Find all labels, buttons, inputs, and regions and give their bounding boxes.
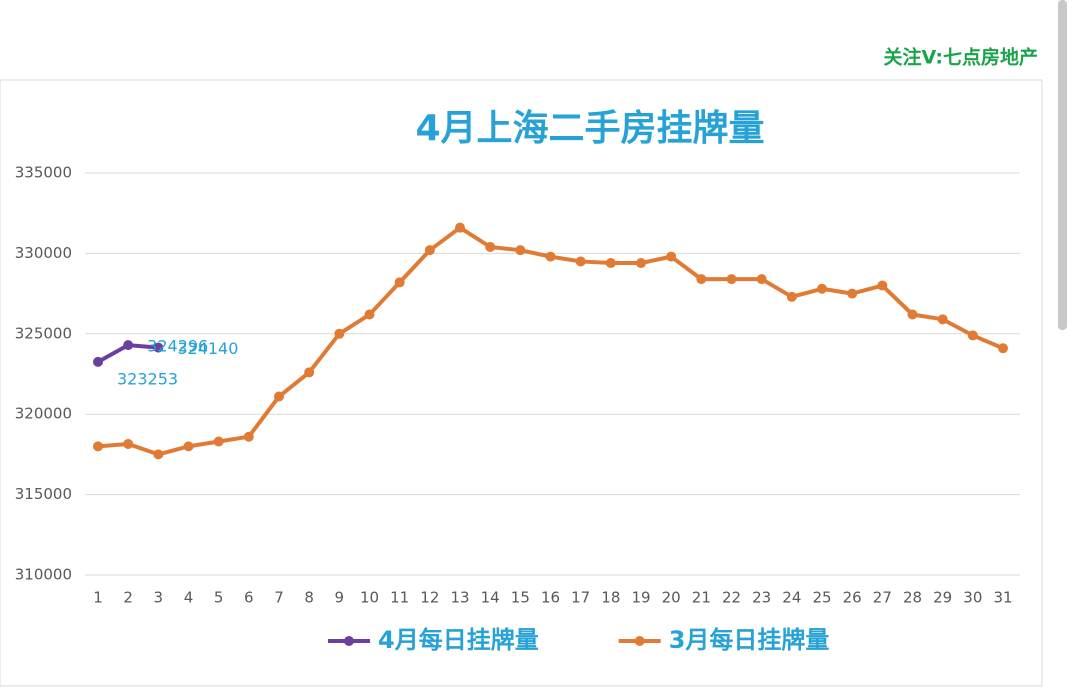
point: [666, 251, 677, 262]
x-tick-label: 29: [933, 589, 952, 607]
y-tick-label: 325000: [15, 324, 72, 342]
point: [364, 309, 375, 320]
x-tick-label: 3: [154, 589, 164, 607]
x-tick-label: 27: [873, 589, 892, 607]
x-tick-label: 24: [782, 589, 801, 607]
chart-panel: [0, 79, 1043, 687]
point: [153, 449, 164, 460]
x-tick-label: 26: [843, 589, 862, 607]
legend-marker: [344, 636, 354, 646]
x-tick-label: 2: [123, 589, 133, 607]
y-tick-label: 310000: [15, 566, 72, 584]
x-tick-label: 20: [662, 589, 681, 607]
point: [93, 441, 103, 452]
point: [213, 436, 224, 447]
point: [726, 274, 737, 285]
x-tick-label: 19: [631, 589, 650, 607]
x-tick-label: 15: [511, 589, 530, 607]
data-label: 324296: [147, 337, 208, 356]
point: [636, 258, 646, 269]
legend-marker: [634, 636, 645, 646]
legend-label: 3月每日挂牌量: [669, 626, 830, 654]
y-tick-label: 320000: [15, 405, 72, 423]
watermark: 关注V:七点房地产: [884, 46, 1038, 69]
x-tick-label: 22: [722, 589, 741, 607]
y-tick-label: 335000: [15, 164, 72, 182]
x-tick-label: 14: [481, 589, 500, 607]
point: [515, 245, 526, 256]
point: [153, 342, 164, 353]
x-tick-label: 8: [304, 589, 314, 607]
x-tick-label: 17: [571, 589, 590, 607]
point: [183, 441, 194, 452]
point: [756, 274, 767, 285]
x-tick-label: 7: [274, 589, 284, 607]
point: [455, 222, 465, 233]
x-tick-label: 10: [360, 589, 379, 607]
point: [334, 328, 345, 339]
legend-label: 4月每日挂牌量: [378, 626, 539, 654]
x-tick-label: 30: [963, 589, 982, 607]
point: [304, 367, 315, 378]
point: [998, 343, 1008, 354]
x-tick-label: 23: [752, 589, 771, 607]
scrollbar: [1058, 0, 1067, 330]
point: [605, 258, 616, 269]
point: [545, 251, 556, 262]
x-tick-label: 21: [692, 589, 711, 607]
data-label: 323253: [117, 369, 178, 388]
y-tick-label: 315000: [15, 485, 72, 503]
x-tick-label: 18: [601, 589, 620, 607]
point: [394, 277, 405, 288]
point: [696, 274, 707, 285]
x-tick-label: 12: [420, 589, 439, 607]
x-tick-label: 31: [993, 589, 1012, 607]
point: [817, 283, 827, 294]
point: [937, 314, 948, 325]
x-tick-label: 6: [244, 589, 254, 607]
point: [786, 291, 797, 302]
y-tick-label: 330000: [15, 244, 72, 262]
point: [485, 241, 496, 252]
x-tick-label: 28: [903, 589, 922, 607]
point: [424, 245, 435, 256]
point: [123, 340, 134, 351]
x-tick-label: 16: [541, 589, 560, 607]
point: [243, 431, 254, 442]
chart-title: 4月上海二手房挂牌量: [415, 108, 764, 149]
x-tick-label: 9: [335, 589, 345, 607]
x-tick-label: 11: [390, 589, 409, 607]
data-label: 324140: [177, 339, 238, 358]
x-tick-label: 13: [450, 589, 469, 607]
point: [274, 391, 284, 402]
point: [93, 356, 103, 367]
x-tick-label: 25: [812, 589, 831, 607]
point: [967, 330, 978, 341]
x-tick-label: 1: [93, 589, 103, 607]
x-tick-label: 4: [184, 589, 194, 607]
point: [123, 438, 134, 449]
point: [907, 309, 918, 320]
x-tick-label: 5: [214, 589, 224, 607]
point: [847, 288, 858, 299]
point: [575, 256, 586, 267]
point: [877, 280, 888, 291]
